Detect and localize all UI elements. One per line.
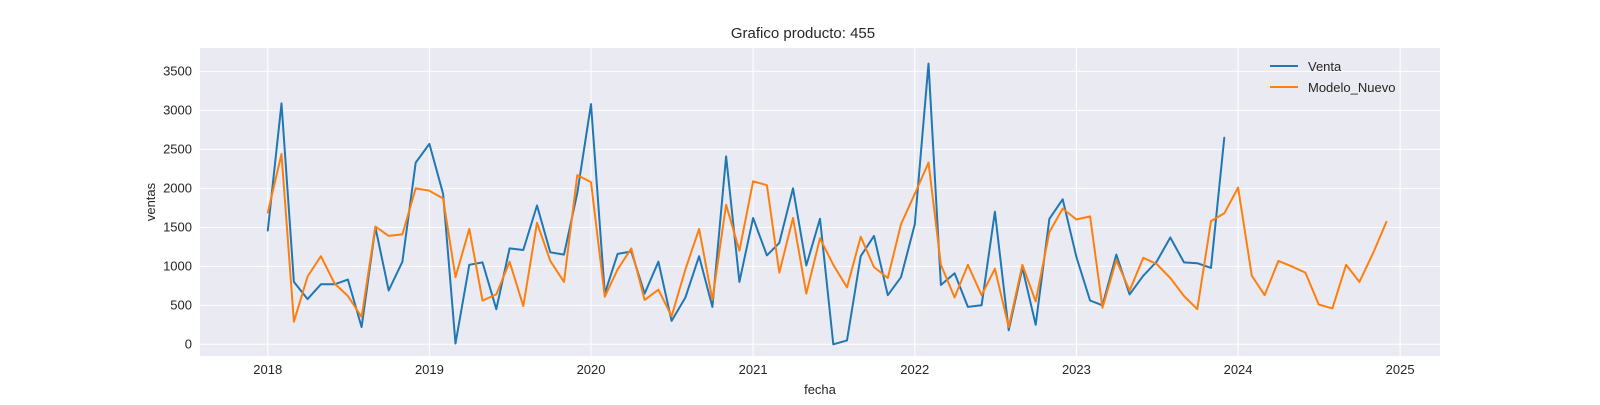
y-tick-label: 0 (185, 336, 192, 351)
plot-area (200, 48, 1440, 356)
legend-label: Modelo_Nuevo (1308, 80, 1395, 95)
x-tick-label: 2018 (253, 362, 282, 377)
x-tick-label: 2021 (739, 362, 768, 377)
x-tick-label: 2020 (577, 362, 606, 377)
series-lines (266, 62, 1388, 346)
x-tick-label: 2022 (900, 362, 929, 377)
series-line-venta (266, 62, 1226, 346)
grid-lines (200, 48, 1440, 356)
y-tick-label: 3500 (163, 63, 192, 78)
x-axis-ticks: 2018 2019 2020 2021 2022 2023 2024 2025 (253, 362, 1414, 377)
series-line-modelo-nuevo (266, 153, 1388, 329)
x-tick-label: 2023 (1062, 362, 1091, 377)
y-tick-label: 3000 (163, 102, 192, 117)
y-tick-label: 2000 (163, 180, 192, 195)
chart-title: Grafico producto: 455 (731, 25, 875, 42)
y-tick-label: 1000 (163, 258, 192, 273)
legend-label: Venta (1308, 59, 1342, 74)
legend: Venta Modelo_Nuevo (1270, 59, 1395, 95)
y-tick-label: 500 (170, 297, 192, 312)
y-tick-label: 2500 (163, 141, 192, 156)
y-axis-ticks: 0 500 1000 1500 2000 2500 3000 3500 (163, 63, 192, 351)
x-axis-label: fecha (804, 382, 837, 397)
y-axis-label: ventas (143, 182, 158, 221)
x-tick-label: 2024 (1224, 362, 1253, 377)
x-tick-label: 2025 (1386, 362, 1415, 377)
y-tick-label: 1500 (163, 219, 192, 234)
x-tick-label: 2019 (415, 362, 444, 377)
